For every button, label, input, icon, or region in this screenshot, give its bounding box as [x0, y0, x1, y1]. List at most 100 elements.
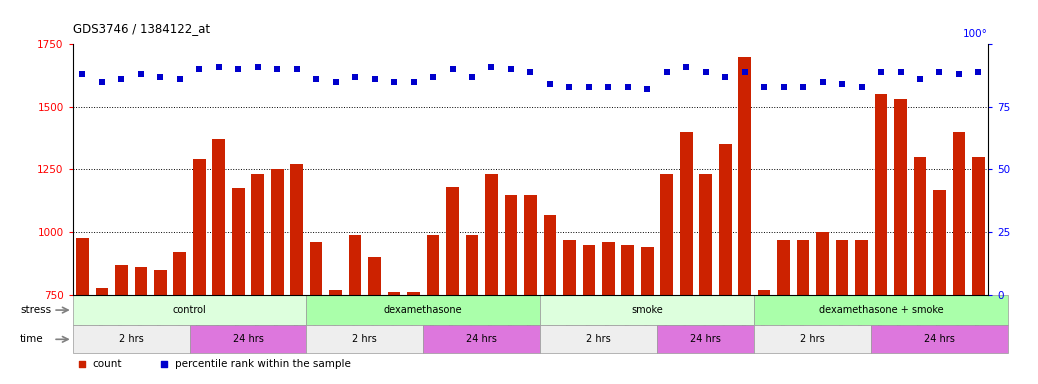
Bar — [913, 157, 926, 295]
Bar — [797, 240, 810, 295]
Bar — [190, 325, 306, 353]
Point — [171, 76, 188, 82]
Bar — [622, 245, 634, 295]
Bar — [582, 245, 595, 295]
Point — [386, 79, 403, 85]
Bar — [271, 169, 283, 295]
Bar — [76, 238, 88, 295]
Point — [269, 66, 285, 72]
Bar — [875, 94, 887, 295]
Bar — [816, 232, 829, 295]
Text: 2 hrs: 2 hrs — [586, 334, 611, 344]
Text: 2 hrs: 2 hrs — [118, 334, 143, 344]
Point — [951, 71, 967, 77]
Point — [658, 69, 675, 75]
Text: 100°: 100° — [963, 29, 988, 39]
Text: GDS3746 / 1384122_at: GDS3746 / 1384122_at — [73, 22, 210, 35]
Bar — [738, 57, 752, 295]
Point — [464, 74, 481, 80]
Bar — [540, 325, 657, 353]
Text: 24 hrs: 24 hrs — [233, 334, 264, 344]
Point — [405, 79, 421, 85]
Text: time: time — [20, 334, 44, 344]
Bar — [427, 235, 439, 295]
Bar — [485, 174, 498, 295]
Bar — [973, 157, 985, 295]
Bar — [95, 288, 108, 295]
Point — [971, 69, 987, 75]
Point — [911, 76, 928, 82]
Bar — [349, 235, 361, 295]
Bar — [504, 195, 517, 295]
Bar — [407, 292, 420, 295]
Bar — [231, 188, 245, 295]
Text: smoke: smoke — [631, 305, 663, 315]
Point — [562, 84, 578, 90]
Point — [152, 74, 168, 80]
Bar — [73, 325, 190, 353]
Bar — [871, 325, 1008, 353]
Bar — [777, 240, 790, 295]
Point — [113, 76, 130, 82]
Point — [736, 69, 753, 75]
Point — [74, 71, 90, 77]
Bar — [933, 190, 946, 295]
Point — [580, 84, 597, 90]
Point — [639, 86, 656, 92]
Point — [327, 79, 344, 85]
Point — [678, 64, 694, 70]
Bar — [424, 325, 540, 353]
Bar — [306, 295, 540, 325]
Bar — [894, 99, 907, 295]
Point — [717, 74, 734, 80]
Bar — [544, 215, 556, 295]
Bar — [524, 195, 537, 295]
Point — [211, 64, 227, 70]
Point — [931, 69, 948, 75]
Bar — [755, 295, 1008, 325]
Point — [542, 81, 558, 87]
Point — [191, 66, 208, 72]
Point — [893, 69, 909, 75]
Bar — [213, 139, 225, 295]
Text: 24 hrs: 24 hrs — [466, 334, 497, 344]
Point — [230, 66, 247, 72]
Text: 24 hrs: 24 hrs — [924, 334, 955, 344]
Bar — [251, 174, 264, 295]
Bar — [700, 174, 712, 295]
Point — [605, 265, 622, 271]
Bar — [855, 240, 868, 295]
Text: dexamethasone: dexamethasone — [384, 305, 463, 315]
Point — [522, 69, 539, 75]
Bar — [329, 290, 342, 295]
Bar — [306, 325, 424, 353]
Bar — [755, 325, 871, 353]
Text: 2 hrs: 2 hrs — [353, 334, 377, 344]
Text: control: control — [172, 305, 207, 315]
Text: 24 hrs: 24 hrs — [690, 334, 721, 344]
Bar — [135, 267, 147, 295]
Point — [834, 81, 850, 87]
Point — [502, 66, 519, 72]
Bar — [466, 235, 479, 295]
Point — [483, 64, 499, 70]
Point — [620, 84, 636, 90]
Bar — [640, 247, 654, 295]
Text: 2 hrs: 2 hrs — [800, 334, 825, 344]
Text: count: count — [92, 359, 122, 369]
Point — [444, 66, 461, 72]
Point — [93, 79, 110, 85]
Bar — [953, 132, 965, 295]
Point — [775, 84, 792, 90]
Bar — [154, 270, 167, 295]
Text: stress: stress — [20, 305, 51, 315]
Bar — [73, 295, 306, 325]
Bar — [291, 164, 303, 295]
Bar — [563, 240, 576, 295]
Bar — [719, 144, 732, 295]
Point — [698, 69, 714, 75]
Point — [425, 74, 441, 80]
Bar — [115, 265, 128, 295]
Bar — [758, 290, 770, 295]
Bar — [836, 240, 848, 295]
